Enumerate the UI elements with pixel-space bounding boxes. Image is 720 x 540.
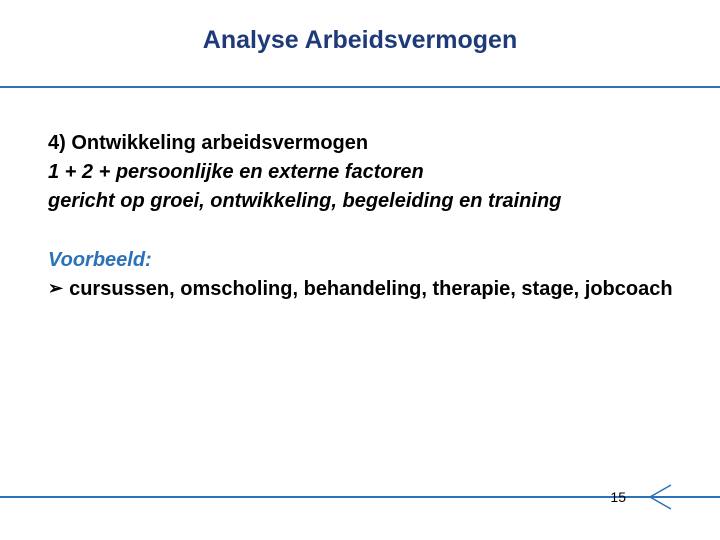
slide-title: Analyse Arbeidsvermogen [0, 26, 720, 55]
example-bullet-text: cursussen, omscholing, behandeling, ther… [69, 276, 676, 303]
page-number: 15 [610, 489, 626, 505]
footer: 15 [610, 484, 672, 510]
section-line-2: gericht op groei, ontwikkeling, begeleid… [48, 188, 676, 215]
bullet-icon: ➢ [48, 276, 63, 301]
example-label: Voorbeeld: [48, 247, 676, 274]
section-line-1: 1 + 2 + persoonlijke en externe factoren [48, 159, 676, 186]
slide: Analyse Arbeidsvermogen 4) Ontwikkeling … [0, 0, 720, 540]
chevron-icon [636, 484, 672, 510]
spacer [48, 217, 676, 247]
example-bullet-row: ➢ cursussen, omscholing, behandeling, th… [48, 276, 676, 303]
divider-top [0, 86, 720, 88]
content-area: 4) Ontwikkeling arbeidsvermogen 1 + 2 + … [48, 130, 676, 303]
section-heading: 4) Ontwikkeling arbeidsvermogen [48, 130, 676, 157]
